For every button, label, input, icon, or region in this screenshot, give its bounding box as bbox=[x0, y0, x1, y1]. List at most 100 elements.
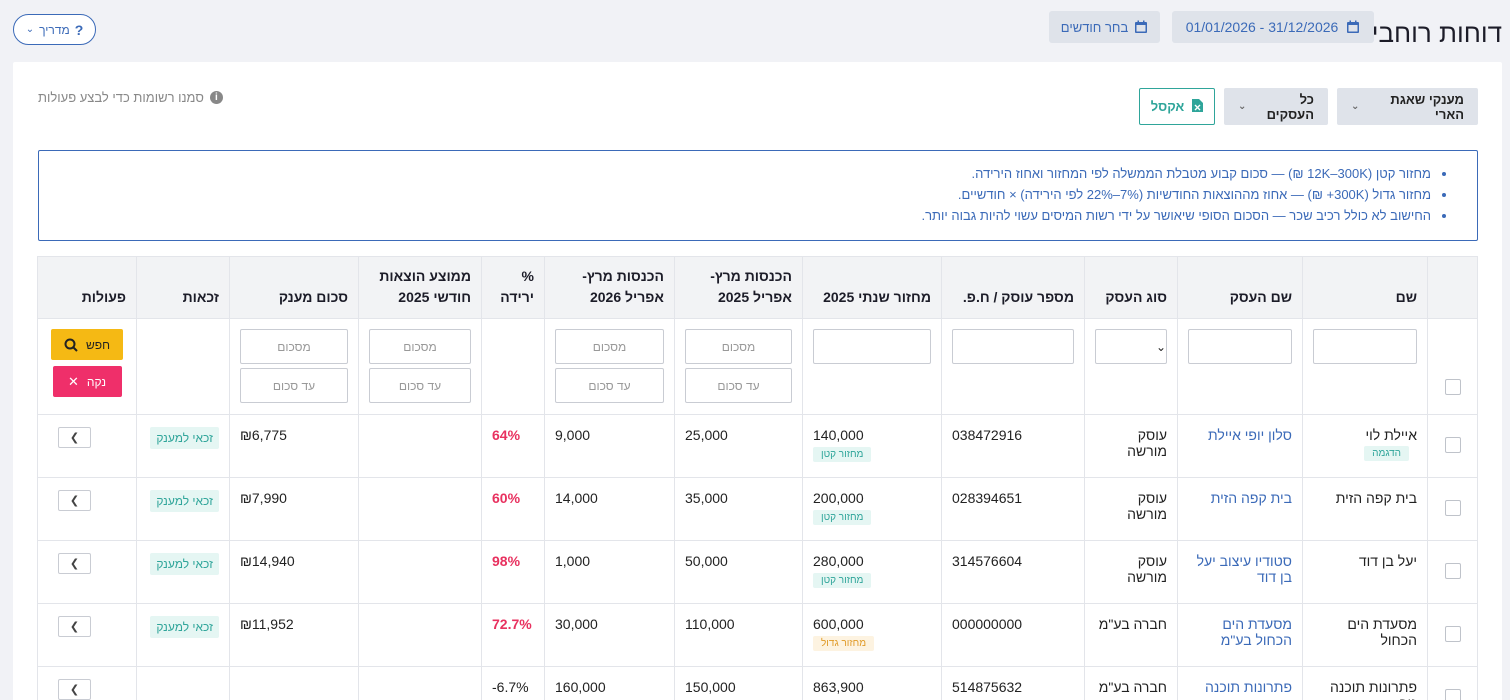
note-item: מחזור קטן (12K–300K ₪) — סכום קבוע מטבלת… bbox=[59, 163, 1431, 184]
grant-amount: ₪6,775 bbox=[240, 427, 287, 443]
drop-percent: 64% bbox=[492, 427, 521, 443]
col-header-income-2025[interactable]: הכנסות מרץ- אפריל 2025 bbox=[674, 256, 803, 319]
select-all-checkbox[interactable] bbox=[1444, 379, 1461, 395]
row-details-button[interactable]: ❯ bbox=[58, 616, 91, 637]
business-link-text: סטודיו עיצוב יעל bbox=[1196, 553, 1292, 569]
turnover-filter-input[interactable] bbox=[813, 329, 931, 364]
demo-badge: הדגמה bbox=[1364, 446, 1409, 461]
business-link[interactable]: סלון יופי איילת bbox=[1208, 427, 1292, 443]
grant-filter-label: מענקי שאגת הארי bbox=[1390, 91, 1464, 122]
row-checkbox[interactable] bbox=[1444, 626, 1461, 642]
row-details-button[interactable]: ❯ bbox=[58, 679, 91, 700]
chevron-down-icon: ⌄ bbox=[25, 24, 35, 35]
top-bar: דוחות רוחביים 01/01/2026 - 31/12/2026 בח… bbox=[13, 8, 1502, 52]
col-header-text: אפריל 2026 bbox=[589, 289, 664, 305]
turnover-size-badge: מחזור גדול bbox=[813, 636, 875, 651]
col-header-name[interactable]: שם bbox=[1302, 256, 1428, 319]
guide-label: מדריך bbox=[39, 22, 70, 37]
income-2026-value: 14,000 bbox=[555, 490, 598, 506]
name-filter-input[interactable] bbox=[1313, 329, 1417, 364]
income-2026-from-input[interactable]: מסכום bbox=[555, 329, 664, 364]
col-header-text: אפריל 2025 bbox=[717, 289, 792, 305]
business-name-filter-input[interactable] bbox=[1188, 329, 1292, 364]
drop-percent: 72.7% bbox=[492, 616, 532, 632]
chevron-down-icon: ⌄ bbox=[1351, 101, 1360, 112]
business-link[interactable]: סטודיו עיצוב יעל בן דוד bbox=[1197, 553, 1292, 585]
grant-amount: ₪7,990 bbox=[240, 490, 287, 506]
guide-button[interactable]: ? מדריך ⌄ bbox=[13, 14, 96, 45]
business-link[interactable]: בית קפה הזית bbox=[1210, 490, 1292, 506]
col-header-drop[interactable]: % ירידה bbox=[481, 256, 545, 319]
row-checkbox[interactable] bbox=[1444, 563, 1461, 579]
grant-to-input[interactable]: עד סכום bbox=[240, 368, 348, 403]
table-row[interactable]: יעל בן דוד סטודיו עיצוב יעל בן דוד עוסק מ… bbox=[37, 540, 1478, 604]
col-header-grant-amount[interactable]: סכום מענק bbox=[229, 256, 359, 319]
business-type: עוסק מורשה bbox=[1127, 427, 1167, 459]
info-icon: i bbox=[209, 91, 223, 104]
business-type: חברה בע"מ bbox=[1098, 679, 1167, 695]
row-details-button[interactable]: ❯ bbox=[58, 553, 91, 574]
col-header-income-2026[interactable]: הכנסות מרץ- אפריל 2026 bbox=[544, 256, 675, 319]
col-header-text: הכנסות מרץ- bbox=[710, 268, 792, 284]
chevron-right-icon: ❯ bbox=[69, 495, 80, 507]
id-number: 000000000 bbox=[952, 616, 1023, 632]
pick-months-button[interactable]: בחר חודשים bbox=[1049, 11, 1160, 43]
business-link[interactable]: פתרונות תוכנה bbox=[1205, 679, 1292, 695]
excel-export-button[interactable]: אקסל bbox=[1139, 88, 1215, 125]
col-header-expenses[interactable]: ממוצע הוצאות חודשי 2025 bbox=[358, 256, 482, 319]
col-header-actions: פעולות bbox=[37, 256, 137, 319]
table-row[interactable]: איילת לוי הדגמה סלון יופי איילת עוסק מורש… bbox=[37, 414, 1478, 478]
expenses-to-input[interactable]: עד סכום bbox=[369, 368, 471, 403]
income-2025-from-input[interactable]: מסכום bbox=[685, 329, 792, 364]
select-all-header bbox=[1427, 256, 1478, 319]
turnover-value: 863,900 bbox=[813, 679, 864, 695]
business-link[interactable]: מסעדת הים הכחול בע"מ bbox=[1221, 616, 1292, 648]
chevron-down-icon: ⌄ bbox=[1238, 101, 1247, 112]
all-businesses-dropdown[interactable]: כל העסקים ⌄ bbox=[1224, 88, 1328, 125]
row-checkbox[interactable] bbox=[1444, 437, 1461, 453]
row-details-button[interactable]: ❯ bbox=[58, 490, 91, 511]
grant-from-input[interactable]: מסכום bbox=[240, 329, 348, 364]
row-details-button[interactable]: ❯ bbox=[58, 427, 91, 448]
row-checkbox[interactable] bbox=[1444, 689, 1461, 700]
col-header-business-type[interactable]: סוג העסק bbox=[1084, 256, 1178, 319]
excel-file-icon bbox=[1192, 98, 1204, 115]
col-header-annual-turnover[interactable]: מחזור שנתי 2025 bbox=[802, 256, 942, 319]
drop-percent: 60% bbox=[492, 490, 521, 506]
business-type: עוסק מורשה bbox=[1127, 553, 1167, 585]
table-row[interactable]: פתרונות תוכנה גיב פתרונות תוכנה חברה בע"… bbox=[37, 666, 1478, 700]
table-row[interactable]: מסעדת הים הכחול מסעדת הים הכחול בע"מ חברה… bbox=[37, 603, 1478, 667]
search-button[interactable]: חפש bbox=[51, 329, 123, 360]
col-header-text: הכנסות מרץ- bbox=[582, 268, 664, 284]
note-item: החישוב לא כולל רכיב שכר — הסכום הסופי שי… bbox=[59, 205, 1431, 226]
filter-row: ⌄ מסכום עד סכום מסכום עד סכום bbox=[37, 318, 1478, 415]
income-2025-value: 35,000 bbox=[685, 490, 728, 506]
id-number-filter-input[interactable] bbox=[952, 329, 1074, 364]
grant-filter-dropdown[interactable]: מענקי שאגת הארי ⌄ bbox=[1337, 88, 1478, 125]
expenses-from-input[interactable]: מסכום bbox=[369, 329, 471, 364]
date-range-button[interactable]: 01/01/2026 - 31/12/2026 bbox=[1172, 11, 1374, 43]
turnover-size-badge: מחזור קטן bbox=[813, 510, 872, 525]
income-2025-to-input[interactable]: עד סכום bbox=[685, 368, 792, 403]
income-2025-value: 110,000 bbox=[685, 616, 735, 632]
person-name: פתרונות תוכנה גיב bbox=[1330, 679, 1417, 700]
col-header-text: חודשי 2025 bbox=[398, 289, 471, 305]
clear-button[interactable]: נקה ✕ bbox=[52, 366, 122, 397]
business-type-filter-select[interactable]: ⌄ bbox=[1095, 329, 1167, 364]
excel-label: אקסל bbox=[1150, 99, 1185, 114]
person-name: יעל בן דוד bbox=[1358, 553, 1417, 569]
income-2026-to-input[interactable]: עד סכום bbox=[555, 368, 664, 403]
business-type: חברה בע"מ bbox=[1098, 616, 1167, 632]
id-number: 514875632 bbox=[952, 679, 1023, 695]
calendar-icon bbox=[1134, 20, 1148, 34]
col-header-id-number[interactable]: מספר עוסק / ח.פ. bbox=[941, 256, 1085, 319]
table-row[interactable]: בית קפה הזית בית קפה הזית עוסק מורשה 028… bbox=[37, 477, 1478, 541]
income-2026-value: 30,000 bbox=[555, 616, 598, 632]
search-icon bbox=[64, 338, 78, 352]
turnover-value: 280,000 bbox=[813, 553, 864, 569]
row-checkbox[interactable] bbox=[1444, 500, 1461, 516]
person-name: בית קפה הזית bbox=[1335, 490, 1417, 506]
col-header-business-name[interactable]: שם העסק bbox=[1177, 256, 1303, 319]
col-header-eligibility[interactable]: זכאות bbox=[136, 256, 230, 319]
